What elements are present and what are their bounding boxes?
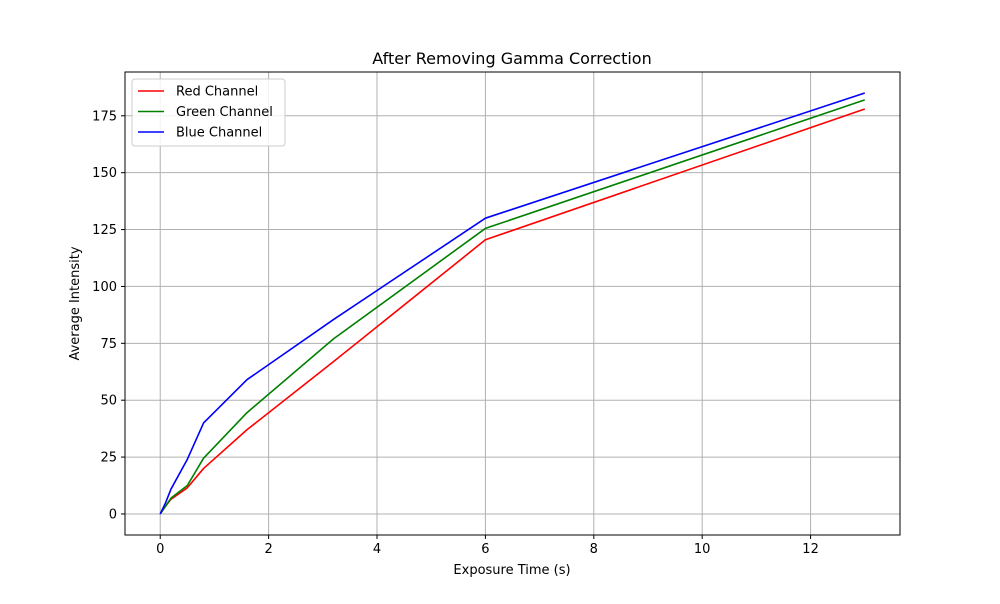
axis-ticks: 0 2 4 6 8 10 12 0 25 50 75 100 125 150 175 <box>92 109 819 557</box>
legend-box <box>131 78 286 147</box>
y-tick-label: 75 <box>100 337 117 352</box>
x-tick-label: 6 <box>481 542 489 557</box>
x-axis-label: Exposure Time (s) <box>453 563 570 578</box>
legend-label-red-channel: Red Channel <box>176 85 258 100</box>
series-lines <box>159 92 866 515</box>
plot-area <box>124 71 901 536</box>
grid <box>125 72 900 535</box>
y-tick-label: 50 <box>100 394 117 409</box>
y-tick-label: 100 <box>92 280 117 295</box>
y-axis-label: Average Intensity <box>68 246 83 360</box>
x-tick-label: 2 <box>264 542 272 557</box>
y-tick-label: 0 <box>109 507 117 522</box>
series-line-red-channel <box>159 108 866 515</box>
x-tick-label: 0 <box>156 542 164 557</box>
x-tick-label: 12 <box>802 542 819 557</box>
series-line-green-channel <box>159 99 866 515</box>
y-tick-label: 25 <box>100 451 117 466</box>
y-tick-label: 175 <box>92 109 117 124</box>
x-tick-label: 8 <box>590 542 598 557</box>
x-tick-label: 4 <box>373 542 381 557</box>
legend: Red Channel Green Channel Blue Channel <box>131 78 286 147</box>
legend-label-blue-channel: Blue Channel <box>176 126 262 141</box>
series-line-blue-channel <box>159 92 866 515</box>
chart-title: After Removing Gamma Correction <box>372 49 651 68</box>
y-tick-label: 150 <box>92 166 117 181</box>
x-tick-label: 10 <box>694 542 711 557</box>
y-tick-label: 125 <box>92 223 117 238</box>
legend-label-green-channel: Green Channel <box>176 105 273 120</box>
